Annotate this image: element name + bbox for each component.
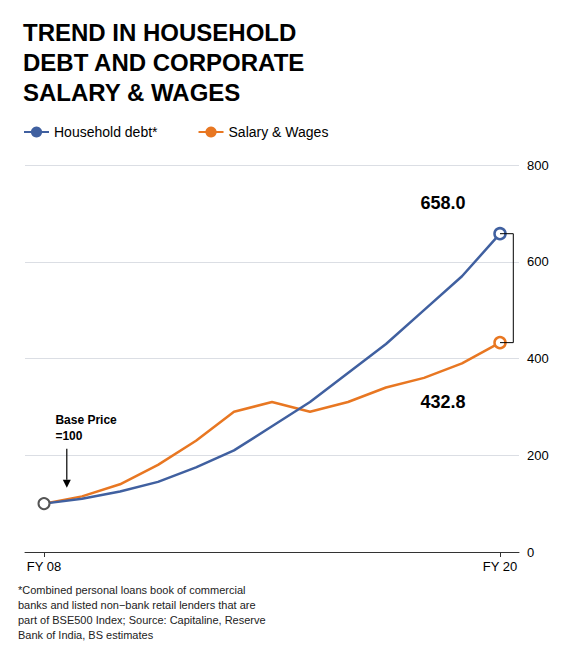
- svg-text:SALARY & WAGES: SALARY & WAGES: [23, 79, 240, 106]
- svg-text:600: 600: [527, 254, 549, 269]
- svg-text:part of BSE500 Index; Source:: part of BSE500 Index; Source: Capitaline…: [18, 614, 266, 626]
- svg-text:FY 08: FY 08: [27, 559, 61, 574]
- svg-text:banks and listed non−bank reta: banks and listed non−bank retail lenders…: [18, 599, 256, 611]
- svg-text:*Combined personal loans book: *Combined personal loans book of commerc…: [18, 584, 245, 596]
- svg-text:0: 0: [527, 545, 534, 560]
- svg-text:TREND IN HOUSEHOLD: TREND IN HOUSEHOLD: [23, 19, 296, 46]
- svg-text:Salary & Wages: Salary & Wages: [229, 124, 329, 140]
- svg-text:Base Price: Base Price: [55, 413, 117, 427]
- svg-text:FY 20: FY 20: [483, 559, 517, 574]
- svg-text:432.8: 432.8: [420, 392, 465, 412]
- svg-text:Household debt*: Household debt*: [54, 124, 158, 140]
- svg-text:DEBT AND CORPORATE: DEBT AND CORPORATE: [23, 49, 304, 76]
- svg-text:400: 400: [527, 351, 549, 366]
- svg-text:658.0: 658.0: [420, 193, 465, 213]
- svg-text:=100: =100: [55, 429, 82, 443]
- svg-text:Bank of India, BS estimates: Bank of India, BS estimates: [18, 629, 154, 641]
- svg-text:200: 200: [527, 448, 549, 463]
- svg-text:800: 800: [527, 158, 549, 173]
